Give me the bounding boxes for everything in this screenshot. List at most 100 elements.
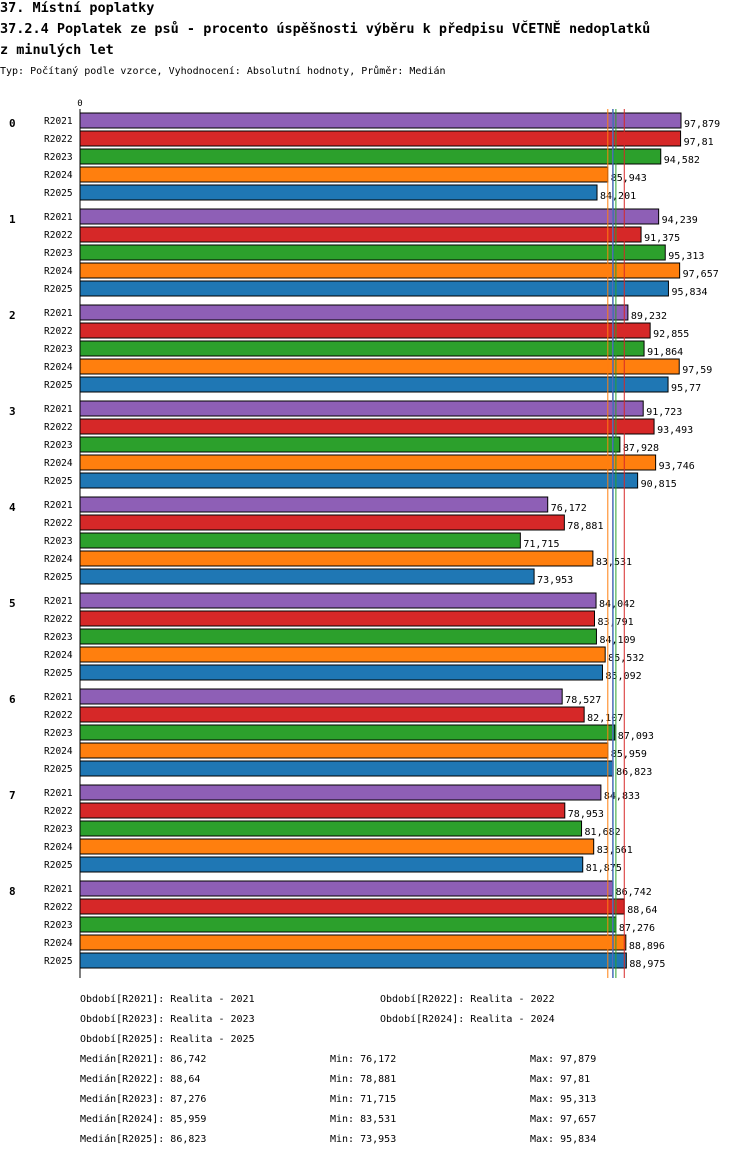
series-label: R2022 — [44, 422, 73, 433]
value-label: 87,093 — [618, 731, 654, 742]
chart-subtitle: Typ: Počítaný podle vzorce, Vyhodnocení:… — [0, 66, 446, 77]
bar — [79, 610, 595, 627]
value-label: 94,239 — [662, 215, 698, 226]
value-label: 85,959 — [611, 749, 647, 760]
series-label: R2023 — [44, 536, 73, 547]
page-title: 37. Místní poplatky — [0, 0, 155, 16]
value-label: 84,833 — [604, 791, 640, 802]
value-label: 94,582 — [664, 155, 700, 166]
legend-median-r2021: Medián[R2021]: 86,742 — [80, 1054, 207, 1065]
bar — [79, 418, 655, 435]
series-label: R2023 — [44, 920, 73, 931]
series-label: R2021 — [44, 884, 73, 895]
value-label: 83,531 — [596, 557, 632, 568]
bar — [79, 952, 627, 969]
value-label: 90,815 — [641, 479, 677, 490]
bar — [79, 760, 614, 777]
series-label: R2024 — [44, 842, 73, 853]
series-label: R2025 — [44, 188, 73, 199]
bar — [79, 724, 616, 741]
value-label: 88,975 — [629, 959, 665, 970]
series-label: R2025 — [44, 956, 73, 967]
series-label: R2021 — [44, 116, 73, 127]
series-label: R2024 — [44, 650, 73, 661]
group-label: 1 — [9, 213, 16, 226]
value-label: 93,493 — [657, 425, 693, 436]
value-label: 82,107 — [587, 713, 623, 724]
series-label: R2024 — [44, 458, 73, 469]
bar — [79, 802, 566, 819]
value-label: 83,661 — [597, 845, 633, 856]
bar — [79, 514, 565, 531]
value-label: 73,953 — [537, 575, 573, 586]
legend-period-r2021: Období[R2021]: Realita - 2021 — [80, 994, 255, 1005]
legend-min-r2025: Min: 73,953 — [330, 1134, 397, 1145]
value-label: 97,81 — [684, 137, 714, 148]
legend-median-r2023: Medián[R2023]: 87,276 — [80, 1094, 207, 1105]
series-label: R2021 — [44, 788, 73, 799]
group-label: 8 — [9, 885, 16, 898]
value-label: 97,657 — [683, 269, 719, 280]
legend-max-r2024: Max: 97,657 — [530, 1114, 597, 1125]
value-label: 88,896 — [629, 941, 665, 952]
legend-max-r2023: Max: 95,313 — [530, 1094, 597, 1105]
series-label: R2023 — [44, 248, 73, 259]
bar — [79, 226, 642, 243]
bar — [79, 262, 681, 279]
series-label: R2021 — [44, 500, 73, 511]
bar — [79, 322, 651, 339]
series-label: R2022 — [44, 518, 73, 529]
bar — [79, 856, 584, 873]
series-label: R2025 — [44, 764, 73, 775]
value-label: 91,864 — [647, 347, 683, 358]
bar — [79, 706, 585, 723]
bar — [79, 208, 660, 225]
group-label: 2 — [9, 309, 16, 322]
group-label: 0 — [9, 117, 16, 130]
legend-min-r2021: Min: 76,172 — [330, 1054, 397, 1065]
group-label: 6 — [9, 693, 16, 706]
bar — [79, 436, 621, 453]
series-label: R2025 — [44, 572, 73, 583]
value-label: 84,201 — [600, 191, 636, 202]
series-label: R2023 — [44, 824, 73, 835]
legend-median-r2025: Medián[R2025]: 86,823 — [80, 1134, 207, 1145]
bar — [79, 472, 639, 489]
series-label: R2022 — [44, 326, 73, 337]
bar — [79, 550, 594, 567]
series-label: R2021 — [44, 212, 73, 223]
bar — [79, 166, 609, 183]
bar — [79, 784, 602, 801]
bar — [79, 112, 682, 129]
legend-min-r2022: Min: 78,881 — [330, 1074, 397, 1085]
legend-median-r2022: Medián[R2022]: 88,64 — [80, 1074, 201, 1085]
legend-period-r2024: Období[R2024]: Realita - 2024 — [380, 1014, 555, 1025]
legend-min-r2023: Min: 71,715 — [330, 1094, 397, 1105]
value-label: 85,532 — [608, 653, 644, 664]
series-label: R2025 — [44, 380, 73, 391]
value-label: 71,715 — [523, 539, 559, 550]
legend-max-r2025: Max: 95,834 — [530, 1134, 597, 1145]
value-label: 97,879 — [684, 119, 720, 130]
value-label: 89,232 — [631, 311, 667, 322]
legend-max-r2022: Max: 97,81 — [530, 1074, 591, 1085]
bar — [79, 280, 669, 297]
bar — [79, 358, 680, 375]
series-label: R2022 — [44, 614, 73, 625]
bar — [79, 628, 597, 645]
legend-period-r2025: Období[R2025]: Realita - 2025 — [80, 1034, 255, 1045]
legend-min-r2024: Min: 83,531 — [330, 1114, 397, 1125]
bar-chart: 0 0 R2021 97,879 R2022 97,81 R2023 94,582 R2024 8… — [9, 99, 720, 978]
value-label: 81,875 — [586, 863, 622, 874]
bar — [79, 592, 597, 609]
bar — [79, 820, 583, 837]
series-label: R2024 — [44, 266, 73, 277]
value-label: 95,834 — [671, 287, 707, 298]
group-label: 7 — [9, 789, 16, 802]
axis-zero-label: 0 — [77, 99, 82, 109]
value-label: 95,77 — [671, 383, 701, 394]
series-label: R2024 — [44, 170, 73, 181]
bar — [79, 742, 609, 759]
bar — [79, 454, 657, 471]
bar — [79, 916, 617, 933]
